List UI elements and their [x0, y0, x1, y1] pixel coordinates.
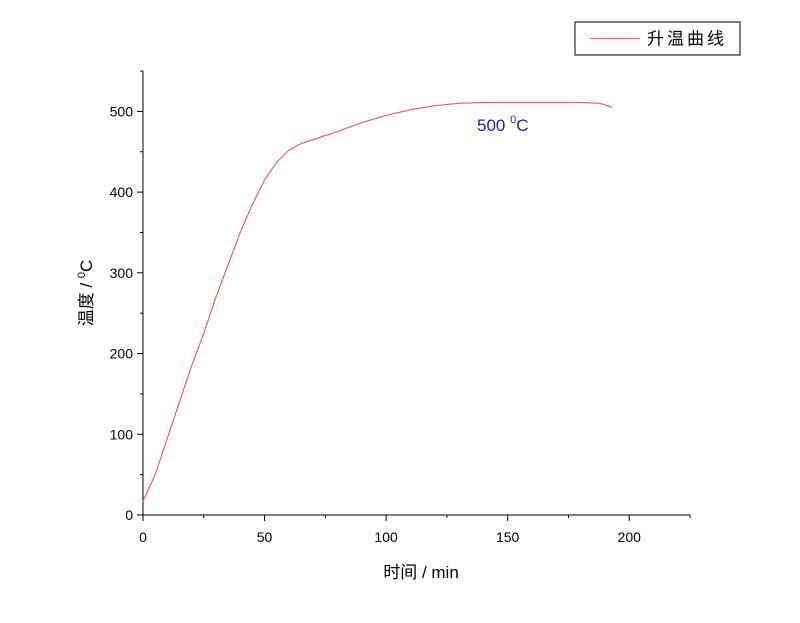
annotation-text: 500	[477, 116, 510, 135]
x-tick-label: 100	[374, 529, 398, 545]
line-series	[142, 101, 613, 502]
x-tick-label: 200	[618, 529, 642, 545]
annotation: 500 0C	[477, 114, 529, 135]
y-label-unit: C	[77, 260, 96, 272]
y-tick-label: 400	[110, 184, 134, 200]
y-tick-label: 300	[110, 265, 134, 281]
legend-label: 升温曲线	[647, 30, 727, 49]
annotation-unit: C	[516, 116, 528, 135]
x-axis-label: 时间 / min	[383, 563, 459, 582]
y-tick-label: 200	[110, 346, 134, 362]
x-tick-label: 0	[139, 529, 147, 545]
x-tick-label: 150	[496, 529, 520, 545]
y-label-sup: 0	[76, 272, 88, 278]
y-tick-label: 0	[125, 507, 133, 523]
y-tick-label: 500	[110, 103, 134, 119]
y-label-text: 温度 /	[77, 278, 96, 326]
y-tick-label: 100	[110, 426, 134, 442]
annotation-sup: 0	[510, 114, 516, 126]
x-tick-label: 50	[257, 529, 273, 545]
y-axis-label: 温度 / 0C	[76, 260, 96, 327]
